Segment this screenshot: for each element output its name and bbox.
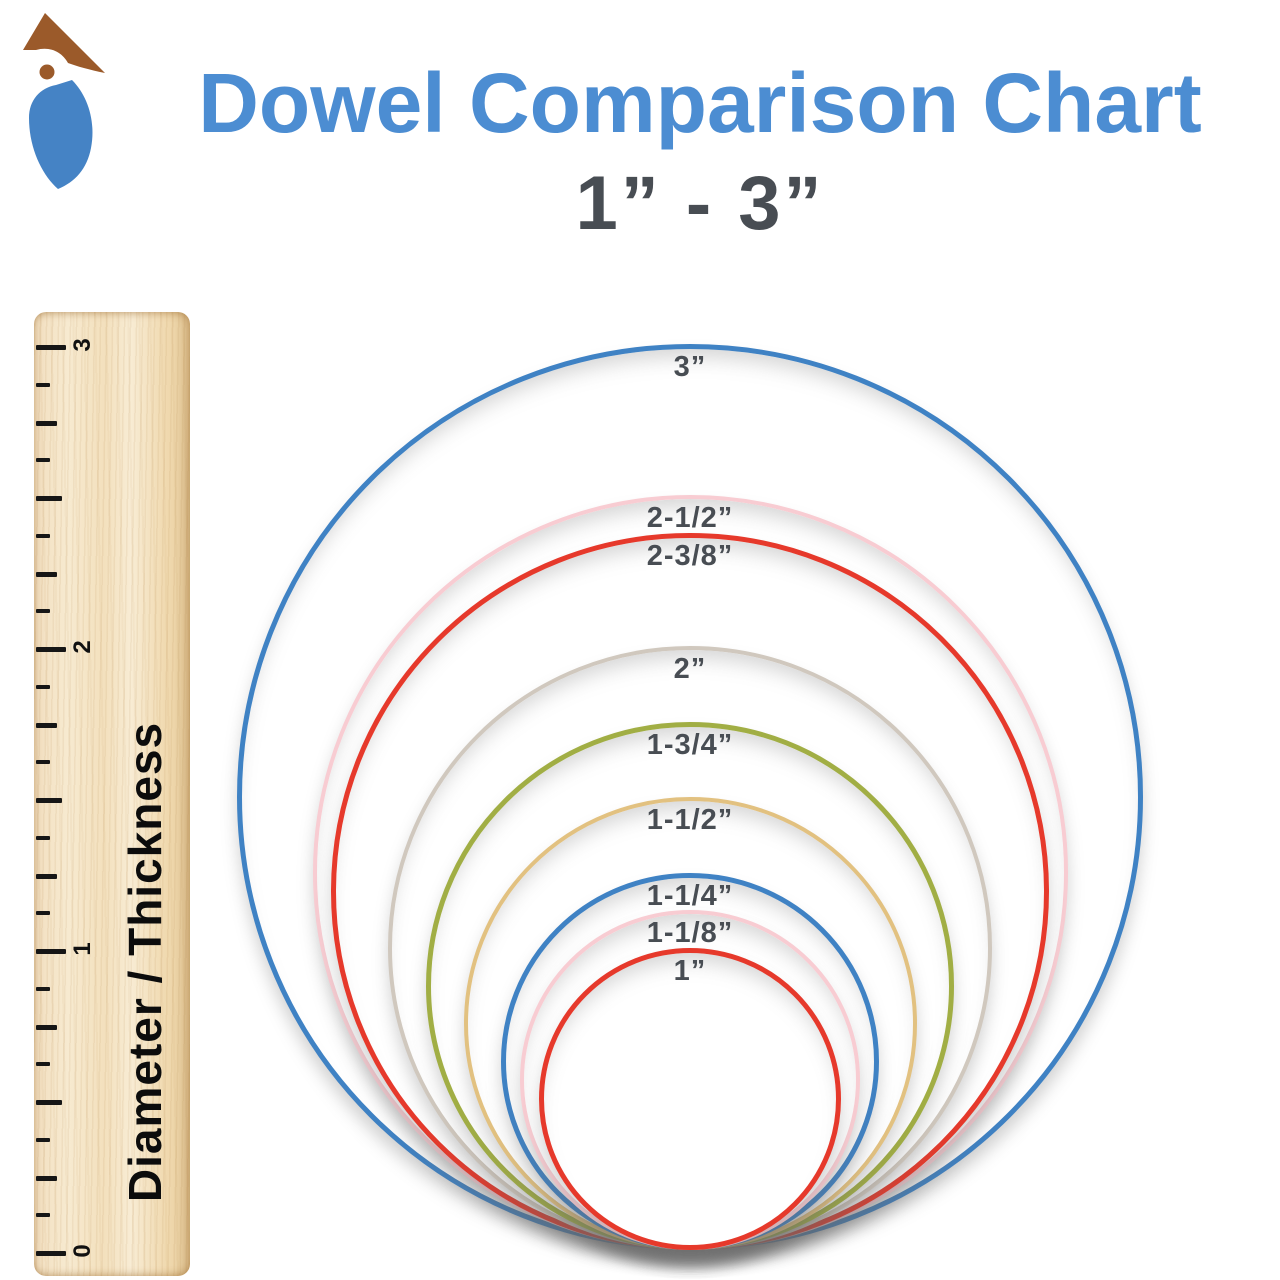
dowel-size-label-1.25: 1-1/4” (646, 879, 734, 912)
ruler-tick (36, 911, 50, 916)
woodpecker-logo-icon (23, 13, 105, 189)
ruler-tick (36, 684, 50, 689)
ruler-tick (36, 609, 50, 614)
ruler-tick (36, 986, 50, 991)
ruler-tick (36, 873, 57, 879)
dowel-size-label-1.75: 1-3/4” (646, 728, 734, 761)
ruler-number-0: 0 (69, 1244, 96, 1258)
ruler-number-1: 1 (69, 942, 96, 956)
ruler-number-3: 3 (69, 338, 96, 352)
ruler-tick (36, 1100, 62, 1105)
ruler-tick (36, 420, 57, 426)
dowel-size-label-2.5: 2-1/2” (646, 502, 734, 534)
ruler-tick (36, 458, 50, 463)
ruler-caption: Diameter / Thickness (119, 721, 171, 1203)
ruler-tick (36, 1062, 50, 1067)
ruler-tick (36, 722, 57, 728)
ruler-number-2: 2 (69, 640, 96, 654)
ruler-tick-inch (36, 1251, 66, 1256)
ruler-tick (36, 533, 50, 538)
ruler-tick-inch (36, 949, 66, 954)
dowel-size-label-3: 3” (673, 351, 707, 383)
dowel-size-label-1.125: 1-1/8” (646, 917, 734, 950)
ruler-tick-inch (36, 647, 66, 652)
ruler: Diameter / Thickness 0 1 2 3 (34, 312, 190, 1276)
ruler-tick (36, 1137, 50, 1142)
ruler-tick (36, 1024, 57, 1030)
dowel-size-label-1.5: 1-1/2” (646, 804, 734, 836)
logo-body (29, 80, 93, 189)
ruler-tick (36, 382, 50, 387)
ruler-tick (36, 496, 62, 501)
page-subtitle-range: 1” - 3” (575, 161, 825, 246)
dowel-size-label-1: 1” (673, 955, 707, 987)
dowel-size-label-2.375: 2-3/8” (646, 539, 734, 572)
ruler-tick (36, 1213, 50, 1218)
ruler-tick (36, 571, 57, 577)
dowel-circle-1 (539, 948, 841, 1250)
ruler-tick (36, 835, 50, 840)
ruler-tick (36, 798, 62, 803)
ruler-tick (36, 1175, 57, 1181)
logo-head-crest (23, 13, 105, 73)
dowel-size-label-2: 2” (673, 653, 707, 685)
ruler-tick (36, 760, 50, 765)
page-title: Dowel Comparison Chart (198, 56, 1202, 150)
ruler-tick-inch (36, 345, 66, 350)
logo-eye-dot (39, 64, 55, 80)
